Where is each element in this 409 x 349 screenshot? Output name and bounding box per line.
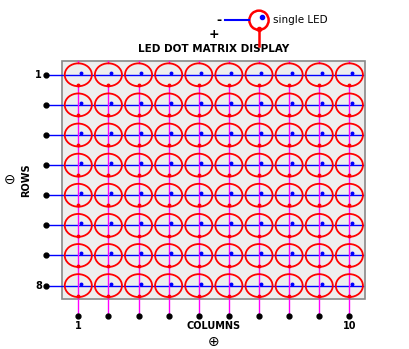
- Text: +: +: [208, 28, 218, 41]
- Text: ROWS: ROWS: [21, 163, 31, 197]
- Text: 1: 1: [35, 70, 42, 80]
- Bar: [62, 61, 364, 299]
- Text: ⊕: ⊕: [207, 335, 219, 349]
- Text: LED DOT MATRIX DISPLAY: LED DOT MATRIX DISPLAY: [138, 44, 289, 54]
- Text: 8: 8: [35, 281, 42, 291]
- Text: -: -: [216, 14, 221, 27]
- Text: COLUMNS: COLUMNS: [187, 321, 240, 332]
- Text: 1: 1: [75, 321, 81, 332]
- Text: single LED: single LED: [272, 15, 327, 25]
- Text: 10: 10: [342, 321, 355, 332]
- Text: ⊖: ⊖: [4, 173, 16, 187]
